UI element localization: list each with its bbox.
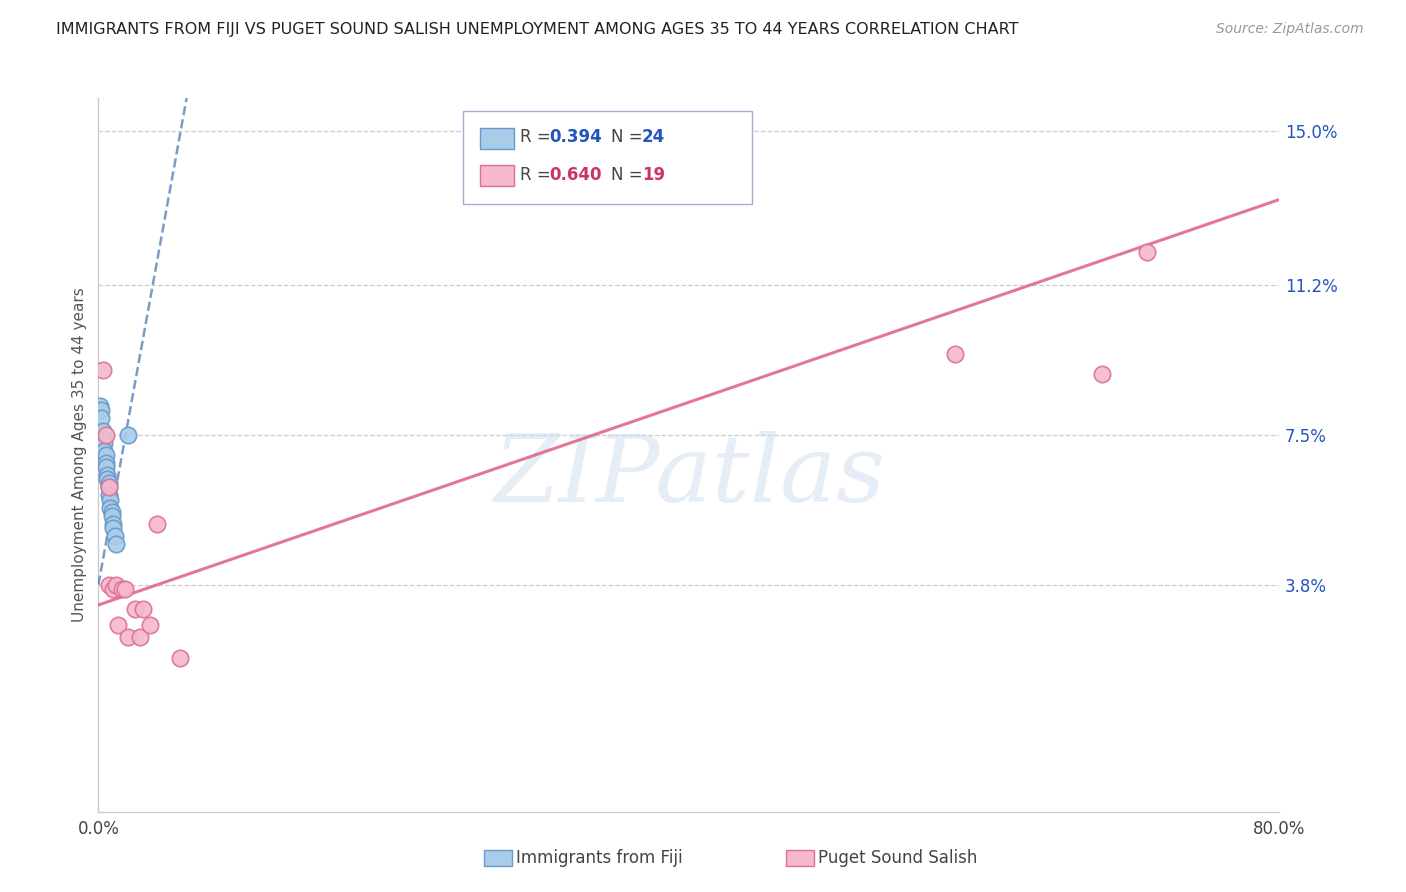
Text: Puget Sound Salish: Puget Sound Salish xyxy=(818,849,977,867)
Text: R =: R = xyxy=(520,128,555,146)
Point xyxy=(128,631,150,645)
Point xyxy=(103,516,125,531)
Point xyxy=(100,505,122,519)
Point xyxy=(103,582,125,596)
Point xyxy=(97,480,120,494)
Text: 0.394: 0.394 xyxy=(550,128,602,146)
Point xyxy=(98,492,121,507)
Point xyxy=(124,602,146,616)
Point xyxy=(1135,245,1157,260)
Point xyxy=(105,537,128,551)
Text: Source: ZipAtlas.com: Source: ZipAtlas.com xyxy=(1216,22,1364,37)
Text: 19: 19 xyxy=(643,166,665,184)
Point xyxy=(97,480,120,494)
Point xyxy=(139,618,162,632)
Point xyxy=(94,456,117,470)
Point xyxy=(96,472,118,486)
Point xyxy=(107,618,129,632)
Text: N =: N = xyxy=(612,128,648,146)
Point xyxy=(97,488,120,502)
Point xyxy=(98,500,121,515)
Text: N =: N = xyxy=(612,166,648,184)
Text: Immigrants from Fiji: Immigrants from Fiji xyxy=(516,849,683,867)
Point xyxy=(146,516,169,531)
Text: ZIPatlas: ZIPatlas xyxy=(494,432,884,521)
Point xyxy=(103,521,125,535)
Point xyxy=(91,432,114,446)
Point xyxy=(104,529,127,543)
Point xyxy=(93,435,115,450)
Point xyxy=(1091,367,1114,381)
Point xyxy=(111,582,134,596)
Point xyxy=(90,403,112,417)
Point xyxy=(97,577,120,591)
Point xyxy=(943,346,966,360)
Text: 0.640: 0.640 xyxy=(550,166,602,184)
Point xyxy=(117,631,139,645)
Point xyxy=(117,427,139,442)
Text: R =: R = xyxy=(520,166,555,184)
Point xyxy=(169,650,191,665)
Point xyxy=(89,399,111,413)
Point xyxy=(94,448,117,462)
Point xyxy=(96,468,118,483)
Point xyxy=(93,443,115,458)
Point xyxy=(114,582,136,596)
Point xyxy=(94,460,117,475)
Text: IMMIGRANTS FROM FIJI VS PUGET SOUND SALISH UNEMPLOYMENT AMONG AGES 35 TO 44 YEAR: IMMIGRANTS FROM FIJI VS PUGET SOUND SALI… xyxy=(56,22,1019,37)
Point xyxy=(132,602,155,616)
Point xyxy=(100,508,122,523)
Point xyxy=(90,411,112,425)
Y-axis label: Unemployment Among Ages 35 to 44 years: Unemployment Among Ages 35 to 44 years xyxy=(72,287,87,623)
Point xyxy=(94,427,117,442)
Point xyxy=(97,476,120,491)
Point xyxy=(91,424,114,438)
Point xyxy=(91,363,114,377)
Text: 24: 24 xyxy=(643,128,665,146)
Point xyxy=(105,577,128,591)
